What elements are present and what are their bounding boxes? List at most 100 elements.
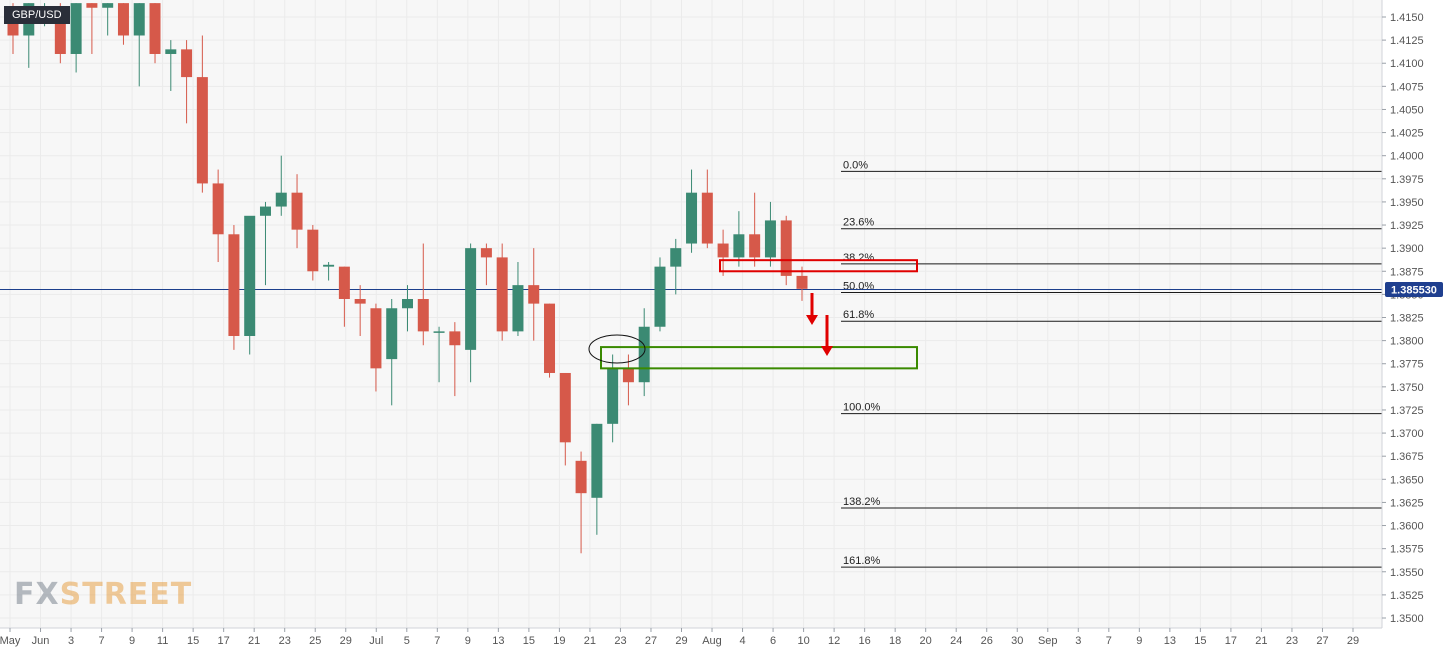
price-tick-label: 1.4100 bbox=[1390, 58, 1424, 70]
time-tick-label: 15 bbox=[187, 635, 199, 647]
candle-body bbox=[796, 275, 808, 289]
time-tick-label: 9 bbox=[1136, 635, 1142, 647]
candle-body bbox=[733, 234, 745, 258]
price-tick-label: 1.4075 bbox=[1390, 81, 1424, 93]
price-tick-label: 1.3775 bbox=[1390, 359, 1424, 371]
logo-part-fx: FX bbox=[14, 577, 60, 612]
time-tick-label: 3 bbox=[1075, 635, 1081, 647]
price-tick-label: 1.3700 bbox=[1390, 428, 1424, 440]
time-tick-label: 5 bbox=[404, 635, 410, 647]
time-tick-label: 11 bbox=[157, 635, 168, 647]
candle-body bbox=[307, 229, 319, 272]
time-tick-label: 25 bbox=[309, 635, 321, 647]
time-tick-label: 19 bbox=[553, 635, 565, 647]
time-tick-label: 6 bbox=[770, 635, 776, 647]
current-price-tag: 1.385530 bbox=[1385, 281, 1443, 297]
time-tick-label: 7 bbox=[434, 635, 440, 647]
fib-level-label: 100.0% bbox=[843, 402, 881, 414]
annotations bbox=[588, 259, 918, 370]
time-tick-label: 21 bbox=[248, 635, 260, 647]
candle-body bbox=[749, 234, 761, 258]
time-tick-label: 20 bbox=[920, 635, 932, 647]
logo-part-street: STREET bbox=[59, 577, 193, 612]
price-tick-label: 1.3750 bbox=[1390, 382, 1424, 394]
candle-body bbox=[228, 234, 240, 336]
candle-body bbox=[370, 308, 382, 369]
resistance-zone-box bbox=[719, 259, 918, 273]
price-tick-label: 1.3575 bbox=[1390, 544, 1424, 556]
candle-body bbox=[559, 372, 571, 443]
fib-level-label: 23.6% bbox=[843, 217, 874, 229]
candle-body bbox=[354, 299, 366, 304]
price-tick-label: 1.4150 bbox=[1390, 12, 1424, 24]
price-tick-label: 1.3650 bbox=[1390, 474, 1424, 486]
time-tick-label: 23 bbox=[279, 635, 291, 647]
time-tick-label: 29 bbox=[675, 635, 687, 647]
time-tick-label: 13 bbox=[1164, 635, 1176, 647]
time-tick-label: 21 bbox=[584, 635, 596, 647]
candle-body bbox=[102, 3, 114, 8]
time-tick-label: May bbox=[0, 635, 21, 647]
time-tick-label: 24 bbox=[950, 635, 962, 647]
price-tick-label: 1.4050 bbox=[1390, 104, 1424, 116]
candle-body bbox=[686, 192, 698, 244]
candle-body bbox=[512, 285, 524, 332]
time-tick-label: 13 bbox=[492, 635, 504, 647]
time-tick-label: 18 bbox=[889, 635, 901, 647]
candle-body bbox=[386, 308, 398, 360]
time-axis: May Jun 3 7 9 11 15 17 21 23 25 29 Jul 5 7 9 13 15 19 21 23 2… bbox=[0, 628, 1359, 647]
price-tick-label: 1.3975 bbox=[1390, 174, 1424, 186]
candle-body bbox=[670, 248, 682, 267]
candle-body bbox=[449, 331, 461, 346]
time-tick-label: 30 bbox=[1011, 635, 1023, 647]
candle-body bbox=[638, 326, 650, 383]
candle-body bbox=[275, 192, 287, 207]
price-axis: 1.4150 1.4125 1.4100 1.4075 1.4050 1.4025 1.40… bbox=[1382, 12, 1424, 625]
price-tick-label: 1.3725 bbox=[1390, 405, 1424, 417]
candle-body bbox=[212, 183, 224, 235]
time-tick-label: Aug bbox=[702, 635, 722, 647]
time-tick-label: 9 bbox=[129, 635, 135, 647]
fibonacci-levels: 0.0% 23.6% 38.2% 50.0% 61.8% 100.0% 138.2% 161.… bbox=[841, 159, 1382, 568]
price-tick-label: 1.3525 bbox=[1390, 590, 1424, 602]
highlight-ellipse bbox=[588, 334, 646, 364]
fib-level-label: 61.8% bbox=[843, 309, 874, 321]
price-tick-label: 1.4125 bbox=[1390, 35, 1424, 47]
candle-body bbox=[259, 206, 271, 216]
price-tick-label: 1.3875 bbox=[1390, 266, 1424, 278]
candle-body bbox=[607, 368, 619, 424]
candle-body bbox=[465, 248, 477, 350]
current-price-tag-bg bbox=[1385, 281, 1443, 297]
price-tick-label: 1.3600 bbox=[1390, 521, 1424, 533]
price-tick-label: 1.3925 bbox=[1390, 220, 1424, 232]
candle-body bbox=[528, 285, 540, 304]
candle-body bbox=[654, 266, 666, 327]
time-tick-label: 10 bbox=[797, 635, 809, 647]
time-tick-label: 9 bbox=[465, 635, 471, 647]
price-tick-label: 1.3800 bbox=[1390, 336, 1424, 348]
candle-body bbox=[717, 243, 729, 258]
time-tick-label: 23 bbox=[614, 635, 626, 647]
time-tick-label: 26 bbox=[981, 635, 993, 647]
time-tick-label: 15 bbox=[1194, 635, 1206, 647]
price-tick-label: 1.4000 bbox=[1390, 151, 1424, 163]
candle-body bbox=[780, 220, 792, 276]
candle-body bbox=[496, 257, 508, 332]
price-tick-label: 1.3900 bbox=[1390, 243, 1424, 255]
time-tick-label: 15 bbox=[523, 635, 535, 647]
time-tick-label: 27 bbox=[1316, 635, 1328, 647]
candle-body bbox=[402, 299, 413, 309]
fib-level-label: 138.2% bbox=[843, 496, 881, 508]
price-tick-label: 1.3675 bbox=[1390, 451, 1424, 463]
time-tick-label: 27 bbox=[645, 635, 657, 647]
price-tick-label: 1.3625 bbox=[1390, 497, 1424, 509]
time-tick-label: 3 bbox=[68, 635, 74, 647]
candle-body bbox=[244, 215, 256, 336]
candle-body bbox=[196, 77, 208, 184]
candle-body bbox=[591, 423, 603, 498]
candle-body bbox=[544, 303, 556, 373]
time-tick-label: 12 bbox=[828, 635, 840, 647]
candles bbox=[7, 3, 808, 554]
time-tick-label: 7 bbox=[1106, 635, 1112, 647]
